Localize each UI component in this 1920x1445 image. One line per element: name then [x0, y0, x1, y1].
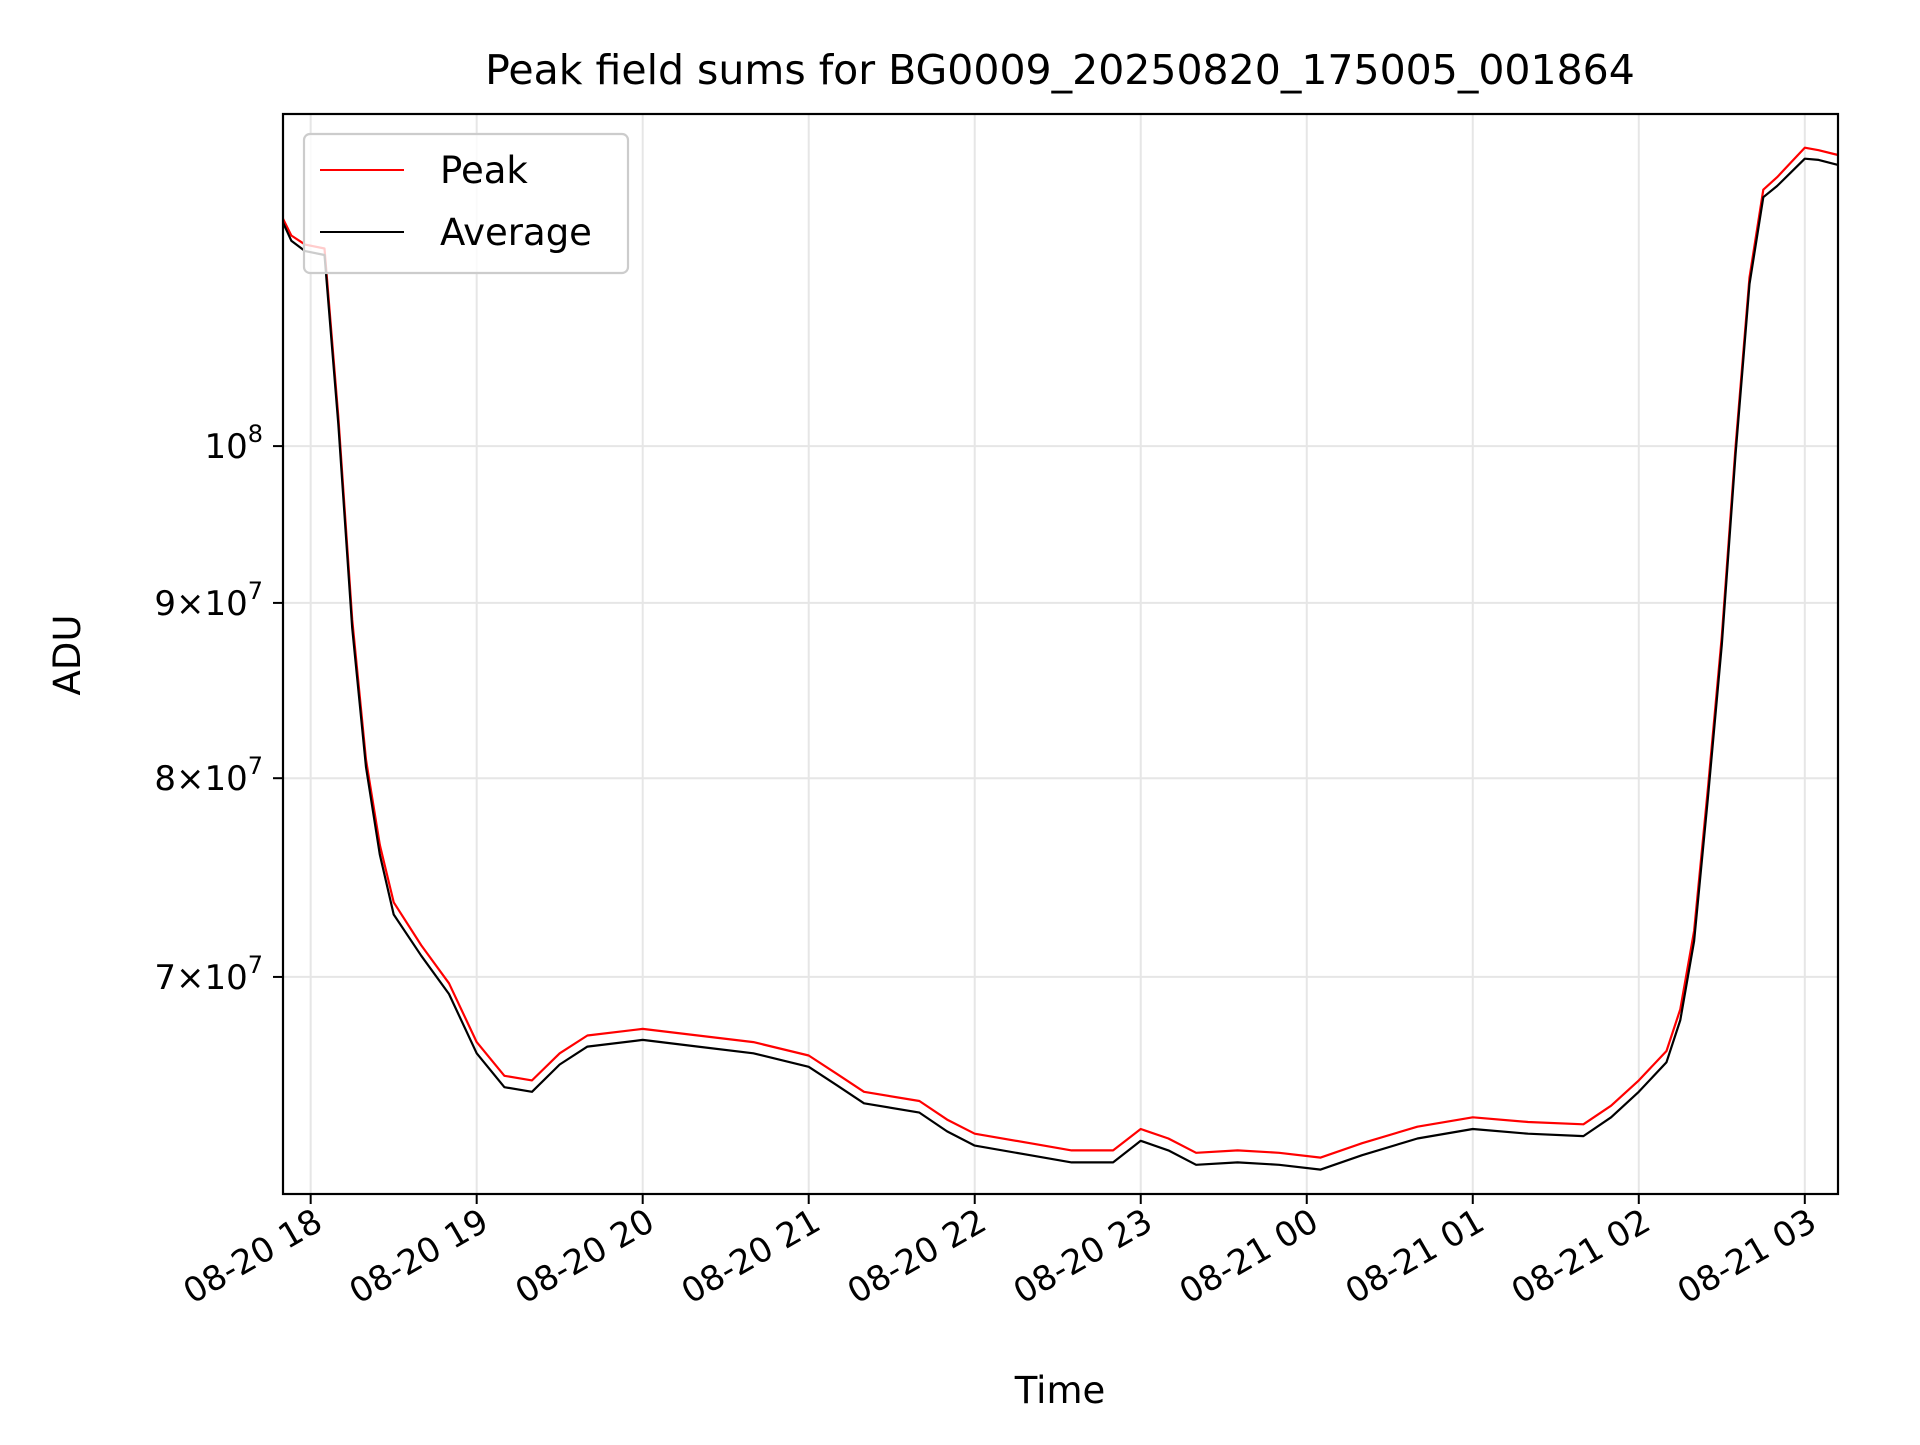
legend-label-average: Average: [440, 211, 592, 254]
y-tick-label: 7×107: [154, 951, 263, 998]
legend: Peak Average: [302, 132, 630, 275]
grid-lines: [283, 114, 1838, 1194]
series-line-average: [282, 157, 1839, 1171]
chart-title: Peak field sums for BG0009_20250820_1750…: [485, 46, 1635, 94]
legend-label-peak: Peak: [440, 149, 528, 192]
y-tick-label: 8×107: [154, 752, 263, 799]
y-tick-label: 108: [204, 420, 263, 467]
y-axis-ticks: 7×107 8×107 9×107 108: [154, 420, 283, 998]
plot-frame: [281, 112, 1840, 1196]
series-lines: [282, 146, 1839, 1171]
y-axis-label: ADU: [46, 615, 89, 696]
x-axis-label: Time: [1014, 1369, 1106, 1412]
y-tick-label: 9×107: [154, 577, 263, 624]
legend-box: [302, 132, 630, 275]
